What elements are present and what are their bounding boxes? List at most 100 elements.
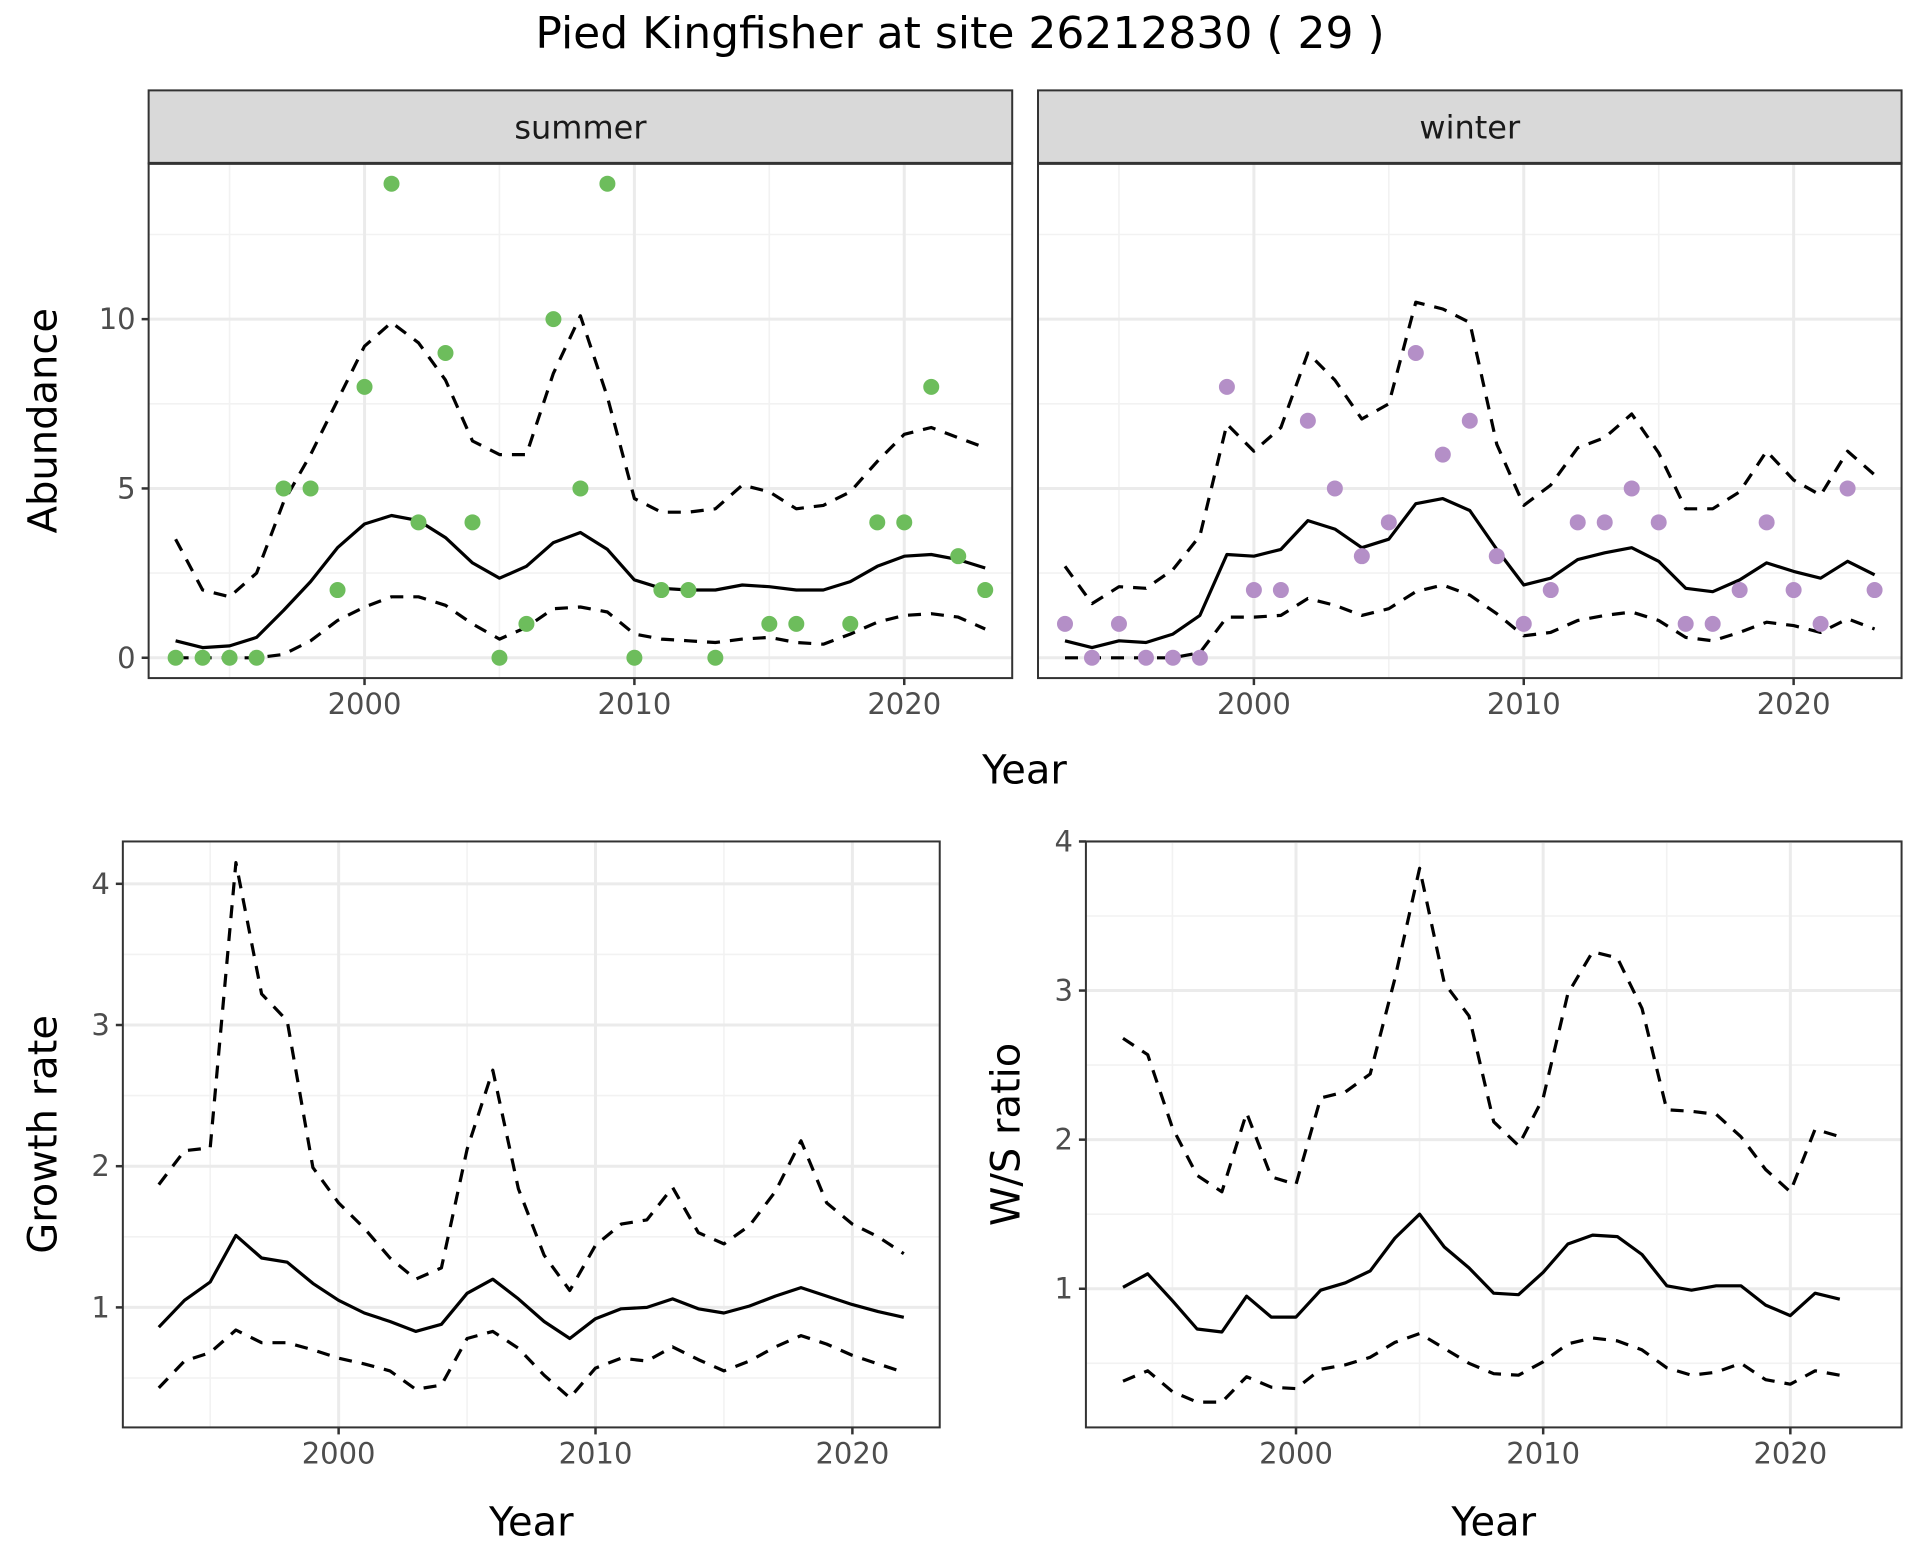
- upper-line: [157, 860, 905, 1293]
- data-point: [1056, 615, 1073, 632]
- data-point: [1272, 582, 1289, 599]
- mean-line: [1064, 497, 1876, 650]
- y-axis-title: Abundance: [21, 308, 67, 533]
- data-point: [1623, 480, 1640, 497]
- x-axis-title: Year: [488, 1500, 574, 1546]
- y-tick-label: 1: [91, 1290, 109, 1324]
- y-tick-label: 3: [91, 1008, 109, 1042]
- data-point: [356, 378, 373, 395]
- data-point: [1839, 480, 1856, 497]
- data-point: [707, 649, 724, 666]
- data-point: [383, 175, 400, 192]
- y-tick-label: 5: [117, 471, 135, 505]
- data-point: [194, 649, 211, 666]
- data-point: [1110, 615, 1127, 632]
- x-tick-label: 2010: [597, 687, 671, 721]
- data-point: [1083, 649, 1100, 666]
- y-axis-title: Growth rate: [21, 1015, 67, 1254]
- y-tick-label: 0: [117, 641, 135, 675]
- data-point: [626, 649, 643, 666]
- x-tick-label: 2020: [815, 1436, 889, 1470]
- data-point: [221, 649, 238, 666]
- data-point: [1407, 345, 1424, 362]
- data-point: [1569, 514, 1586, 531]
- data-point: [572, 480, 589, 497]
- data-point: [842, 615, 859, 632]
- data-point: [761, 615, 778, 632]
- data-point: [1326, 480, 1343, 497]
- x-tick-label: 2000: [328, 687, 402, 721]
- data-point: [1650, 514, 1667, 531]
- y-axis-title: W/S ratio: [984, 1043, 1030, 1226]
- panel-summer: 2000 2010 2020 0 5 10 summer Abundance: [21, 89, 1014, 721]
- y-tick-label: 10: [99, 302, 136, 336]
- lower-line: [1122, 1331, 1841, 1404]
- data-point: [1866, 582, 1883, 599]
- upper-line: [1122, 866, 1841, 1194]
- data-point: [1758, 514, 1775, 531]
- data-point: [923, 378, 940, 395]
- y-tick-label: 4: [91, 867, 109, 901]
- x-tick-label: 2000: [1217, 687, 1291, 721]
- data-point: [1812, 615, 1829, 632]
- data-point: [1461, 412, 1478, 429]
- data-point: [1299, 412, 1316, 429]
- data-point: [1353, 548, 1370, 565]
- lower-bound-line: [1065, 583, 1876, 660]
- data-point: [437, 345, 454, 362]
- y-tick-label: 3: [1054, 974, 1072, 1008]
- upper-bound-line: [174, 314, 986, 599]
- data-point: [1677, 615, 1694, 632]
- data-point: [1380, 514, 1397, 531]
- data-point: [1434, 446, 1451, 463]
- data-point: [1218, 378, 1235, 395]
- lower-bound-line: [175, 595, 986, 660]
- x-tick-label: 2020: [1757, 687, 1831, 721]
- data-point: [248, 649, 265, 666]
- data-point: [1731, 582, 1748, 599]
- data-point: [653, 582, 670, 599]
- x-tick-label: 2000: [1259, 1436, 1333, 1470]
- x-tick-label: 2000: [302, 1436, 376, 1470]
- data-point: [950, 548, 967, 565]
- data-point: [1785, 582, 1802, 599]
- x-tick-label: 2010: [1487, 687, 1561, 721]
- data-point: [1245, 582, 1262, 599]
- data-point: [869, 514, 886, 531]
- y-tick-label: 4: [1054, 824, 1072, 858]
- y-tick-label: 2: [1054, 1123, 1072, 1157]
- panel-border: [121, 840, 941, 1429]
- data-point: [410, 514, 427, 531]
- data-point: [167, 649, 184, 666]
- data-point: [329, 582, 346, 599]
- mean-line: [175, 513, 986, 650]
- data-point: [464, 514, 481, 531]
- data-point: [518, 615, 535, 632]
- data-point: [599, 175, 616, 192]
- data-point: [896, 514, 913, 531]
- x-tick-label: 2010: [1506, 1436, 1580, 1470]
- data-point: [977, 582, 994, 599]
- mean-line: [157, 1233, 905, 1341]
- data-point: [1488, 548, 1505, 565]
- data-point: [302, 480, 319, 497]
- panel-ws-ratio: 2000 2010 2020 1 2 3 4 Year W/S ratio: [984, 824, 1903, 1546]
- panel-border: [1084, 840, 1903, 1429]
- facet-label: summer: [514, 108, 647, 146]
- facet-strip: [147, 89, 1014, 165]
- x-tick-label: 2020: [867, 687, 941, 721]
- lower-line: [157, 1328, 905, 1400]
- x-axis-title: Year: [1450, 1500, 1536, 1546]
- panel-winter: 2000 2010 2020 winter: [1037, 89, 1903, 721]
- data-point: [1704, 615, 1721, 632]
- data-point: [1596, 514, 1613, 531]
- x-tick-label: 2010: [559, 1436, 633, 1470]
- y-tick-label: 2: [91, 1149, 109, 1183]
- data-point: [545, 311, 562, 328]
- x-axis-title-abundance: Year: [981, 748, 1067, 794]
- mean-line: [1122, 1212, 1841, 1334]
- data-point: [491, 649, 508, 666]
- y-tick-label: 1: [1054, 1272, 1072, 1306]
- panel-growth-rate: 2000 2010 2020 1 2 3 4 Year Growth rate: [21, 840, 941, 1546]
